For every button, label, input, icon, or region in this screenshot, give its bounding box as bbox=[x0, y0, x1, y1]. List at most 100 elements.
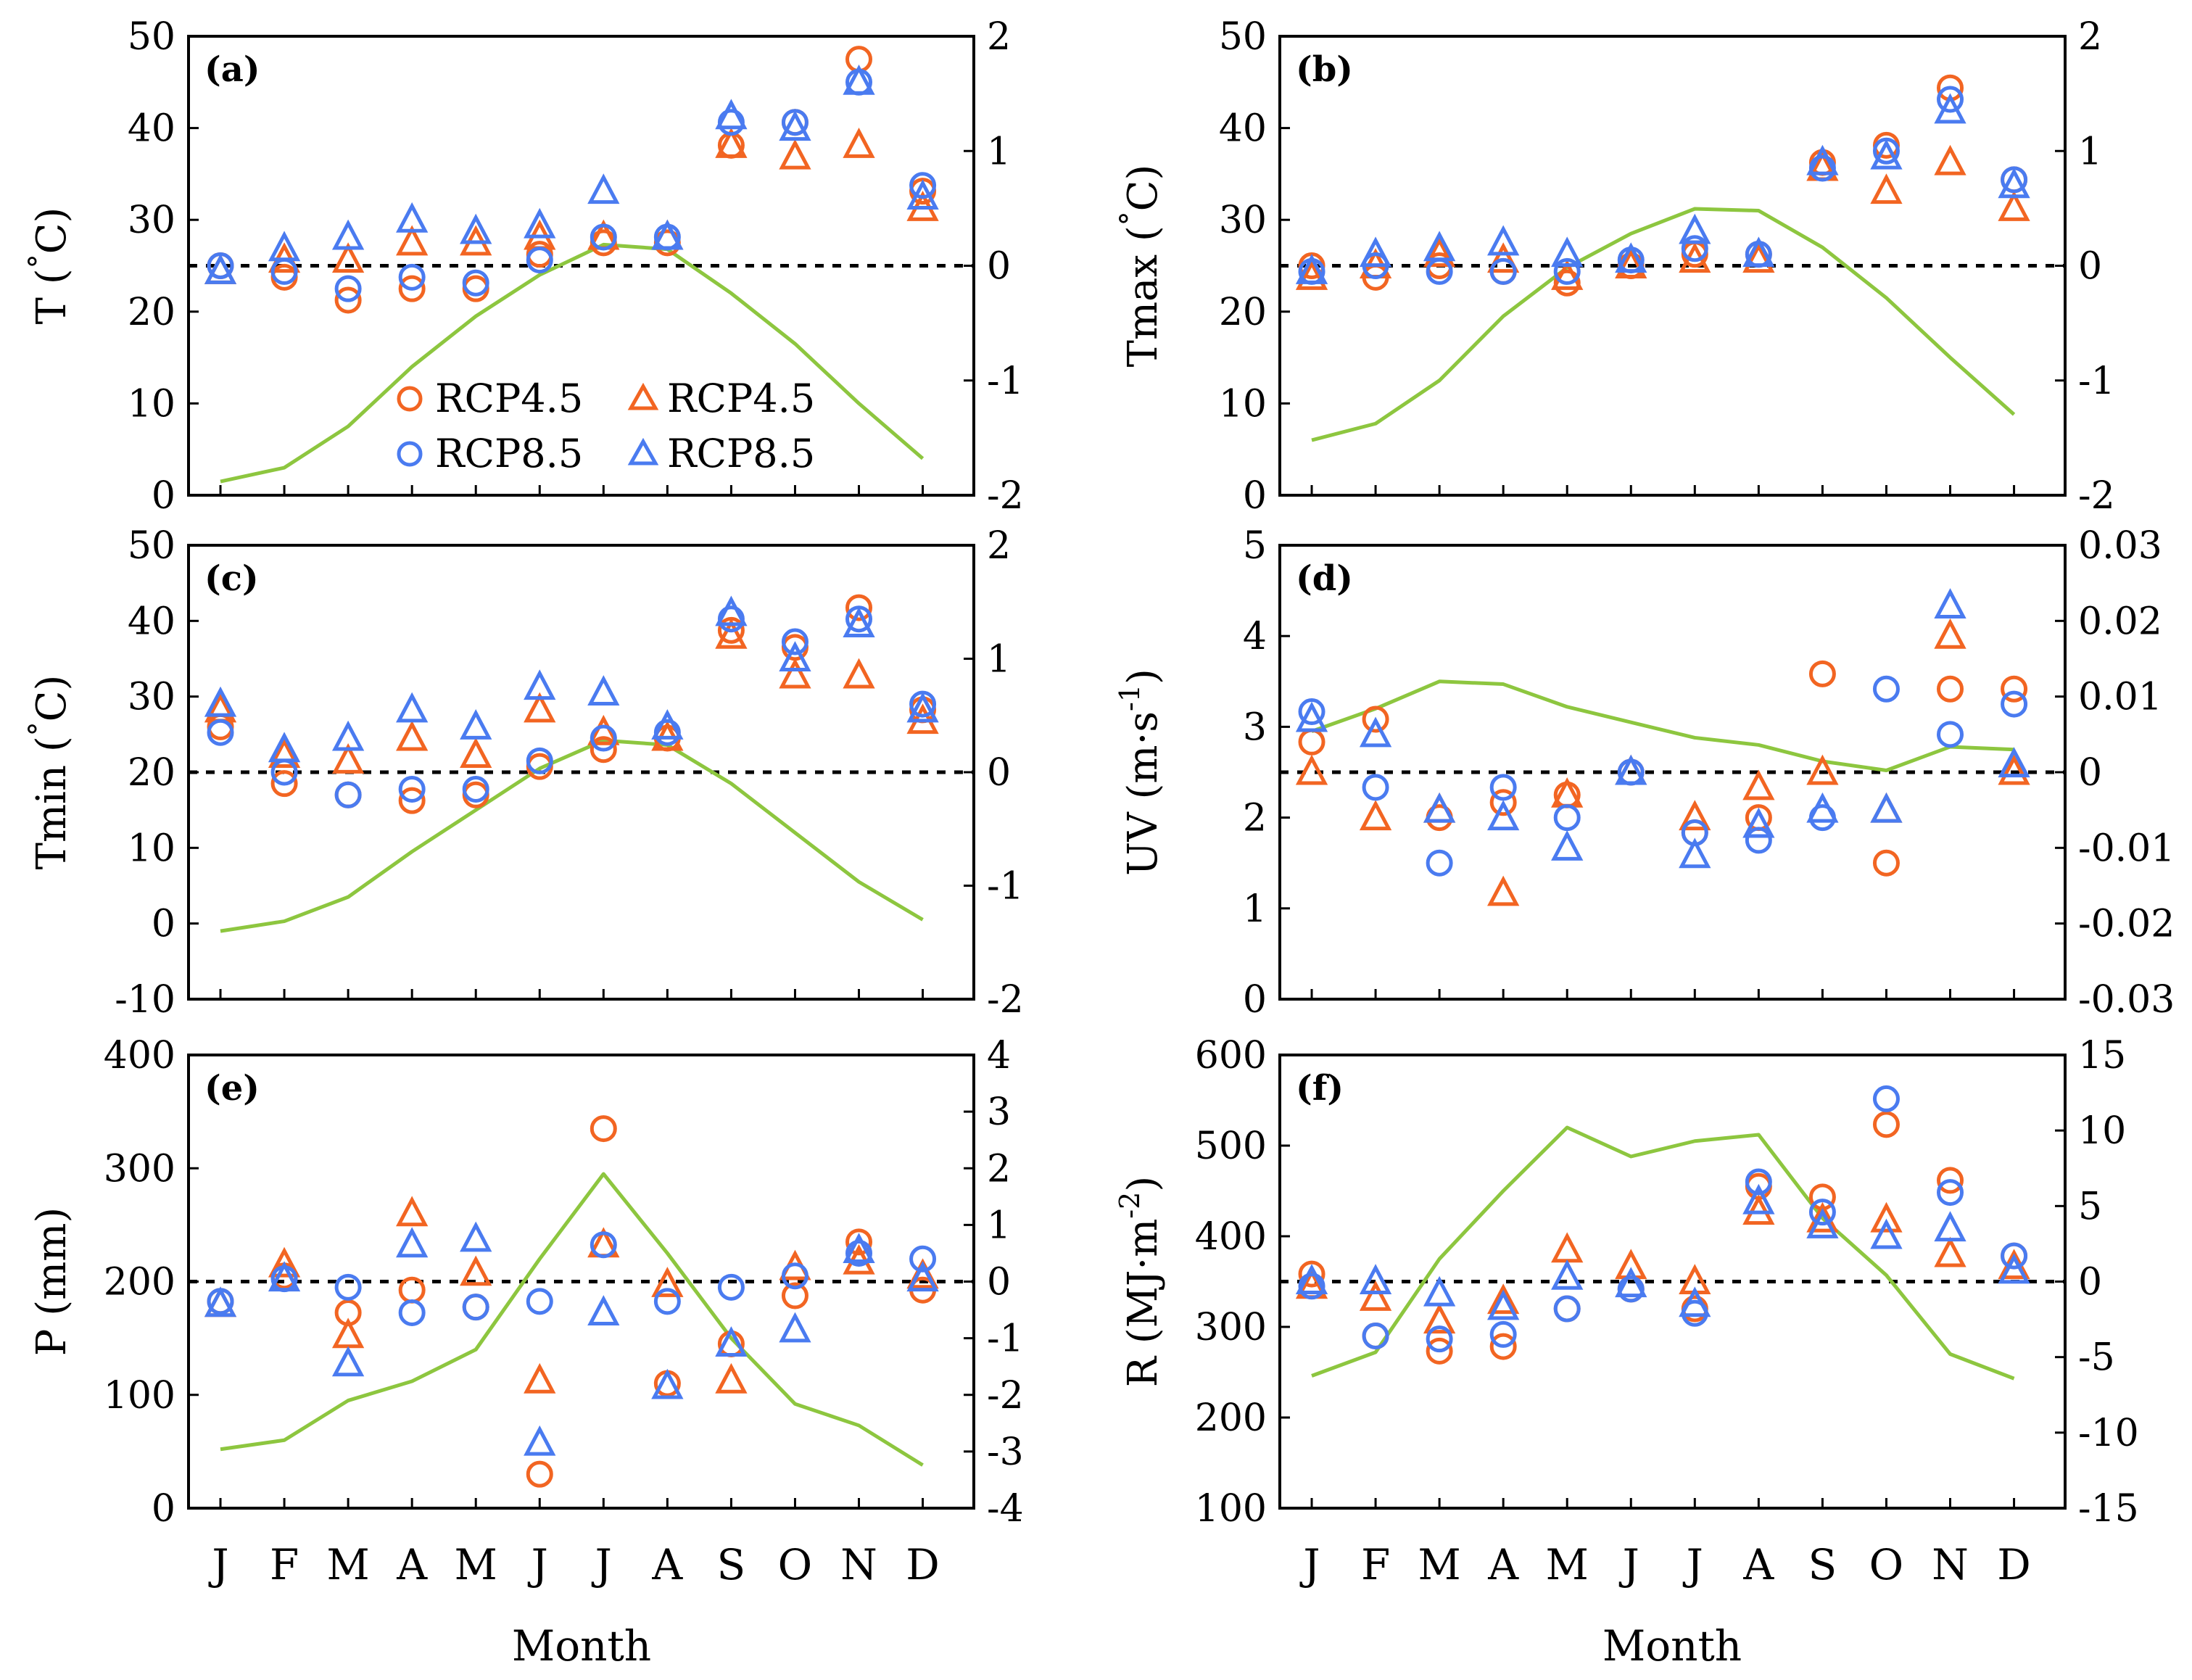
y-axis-title-rest: C) bbox=[1120, 165, 1167, 212]
rcp45-circle-marker bbox=[1362, 705, 1389, 733]
rcp85-circle-marker bbox=[590, 223, 617, 251]
panel-label: (d) bbox=[1296, 558, 1353, 599]
right-tick-label: 2 bbox=[987, 524, 1011, 568]
rcp45-triangle-marker bbox=[1295, 259, 1328, 290]
rcp85-circle-marker bbox=[1745, 1168, 1772, 1196]
y-axis-title-main: UV (m·s bbox=[1120, 711, 1167, 876]
rcp45-triangle-marker bbox=[779, 658, 811, 689]
rcp85-triangle-marker bbox=[1806, 144, 1839, 175]
rcp85-circle-marker bbox=[334, 275, 362, 302]
rcp85-circle-marker bbox=[1489, 774, 1517, 801]
legend-label-rcp45-circle: RCP4.5 bbox=[435, 376, 583, 421]
rcp85-triangle-marker bbox=[651, 1368, 684, 1399]
rcp45-triangle-marker bbox=[1359, 1280, 1392, 1311]
rcp85-triangle-marker bbox=[204, 1286, 237, 1317]
rcp45-triangle-marker bbox=[1934, 144, 1966, 175]
rcp85-circle-marker bbox=[717, 1273, 745, 1301]
rcp85-triangle-marker bbox=[1487, 1289, 1520, 1320]
left-tick-label: 30 bbox=[1219, 199, 1267, 242]
rcp45-circle-marker bbox=[1426, 1337, 1453, 1365]
rcp85-circle-marker bbox=[1426, 849, 1453, 877]
rcp45-triangle-marker bbox=[460, 1255, 492, 1286]
right-tick-label: 0.01 bbox=[2078, 676, 2162, 719]
right-tick-label: -3 bbox=[987, 1431, 1024, 1474]
left-tick-label: 300 bbox=[104, 1147, 175, 1191]
rcp85-circle-marker bbox=[1489, 1320, 1517, 1348]
rcp85-circle-marker bbox=[1362, 1323, 1389, 1349]
y-axis-title: R (MJ·m-2) bbox=[1114, 1176, 1167, 1387]
rcp85-triangle-marker bbox=[715, 1326, 748, 1357]
rcp45-triangle-marker bbox=[1870, 173, 1903, 204]
y-axis-title-superscript: -1 bbox=[1114, 684, 1146, 711]
rcp85-circle-marker bbox=[398, 263, 426, 291]
rcp85-triangle-marker bbox=[1487, 800, 1520, 831]
left-tick-label: 30 bbox=[128, 676, 175, 719]
month-label: J bbox=[1683, 1540, 1703, 1589]
right-tick-label: -2 bbox=[2078, 474, 2115, 518]
left-tick-label: 600 bbox=[1195, 1034, 1267, 1077]
panel-e: 0 100 200 300 400 -4 -3 -2 -1 0 1 2 3 4 (e) P (mm) bbox=[28, 1034, 1024, 1531]
right-tick-label: -0.03 bbox=[2078, 978, 2175, 1022]
left-tick-label: 40 bbox=[128, 107, 175, 151]
rcp85-triangle-marker bbox=[1551, 236, 1584, 268]
y-axis-title-main: T ( bbox=[28, 268, 75, 324]
left-tick-label: 400 bbox=[104, 1034, 175, 1077]
left-tick-label: 1 bbox=[1243, 887, 1267, 931]
left-tick-label: 100 bbox=[1195, 1487, 1267, 1531]
y-axis-title: Tmin (°C) bbox=[23, 675, 75, 870]
rcp85-circle-marker bbox=[1681, 235, 1708, 262]
month-label: D bbox=[906, 1540, 940, 1589]
month-label: S bbox=[717, 1540, 746, 1589]
month-label: F bbox=[1361, 1540, 1390, 1589]
y-axis-title-main: Tmin ( bbox=[28, 736, 75, 869]
rcp45-circle-marker bbox=[590, 736, 617, 764]
rcp45-triangle-marker bbox=[396, 225, 429, 256]
rcp85-circle-marker bbox=[1872, 675, 1900, 703]
right-tick-label: 15 bbox=[2078, 1034, 2126, 1077]
rcp85-triangle-marker bbox=[1742, 807, 1775, 838]
left-tick-label: 0 bbox=[1243, 978, 1267, 1022]
panel-d: 0 1 2 3 4 5 -0.03 -0.02 -0.01 0 0.01 0.02 0.03 (d) UV … bbox=[1114, 524, 2175, 1022]
rcp85-circle-marker bbox=[398, 775, 426, 803]
rcp85-triangle-marker bbox=[1870, 1218, 1903, 1249]
rcp85-triangle-marker bbox=[1615, 242, 1647, 273]
right-tick-label: -15 bbox=[2078, 1487, 2139, 1531]
baseline-series-line bbox=[220, 242, 925, 484]
rcp45-triangle-marker bbox=[268, 1246, 301, 1278]
right-tick-label: 0 bbox=[2078, 751, 2102, 795]
rcp85-triangle-marker bbox=[1870, 138, 1903, 170]
month-label: N bbox=[840, 1540, 877, 1589]
left-tick-label: -10 bbox=[115, 978, 175, 1022]
rcp85-circle-marker bbox=[1937, 1179, 1964, 1207]
rcp45-circle-marker bbox=[1489, 1333, 1517, 1360]
left-tick-label: 10 bbox=[128, 382, 175, 426]
rcp45-triangle-marker bbox=[1423, 1303, 1456, 1334]
rcp45-triangle-marker bbox=[843, 658, 875, 689]
rcp45-triangle-marker bbox=[268, 737, 301, 769]
right-tick-label: -10 bbox=[2078, 1412, 2139, 1455]
rcp85-triangle-marker bbox=[1870, 792, 1903, 823]
month-label: M bbox=[1418, 1540, 1460, 1589]
rcp45-triangle-marker bbox=[1679, 800, 1711, 831]
right-tick-label: 1 bbox=[2078, 130, 2102, 173]
rcp85-triangle-marker bbox=[1679, 837, 1711, 869]
rcp85-triangle-marker bbox=[1551, 829, 1584, 861]
month-label: J bbox=[208, 1540, 228, 1589]
y-axis-title-rest: C) bbox=[28, 675, 75, 722]
rcp85-triangle-marker bbox=[268, 231, 301, 262]
rcp45-triangle-marker bbox=[1806, 1201, 1839, 1233]
y-axis-title-degree: ° bbox=[23, 254, 57, 268]
right-tick-label: -1 bbox=[987, 865, 1024, 909]
rcp45-triangle-marker bbox=[1870, 1201, 1903, 1233]
right-tick-label: 0 bbox=[987, 245, 1011, 289]
rcp85-triangle-marker bbox=[1934, 588, 1966, 618]
rcp85-circle-marker bbox=[845, 1239, 873, 1267]
rcp45-triangle-marker bbox=[460, 737, 492, 769]
rcp45-circle-marker bbox=[398, 1276, 426, 1304]
left-tick-label: 40 bbox=[128, 600, 175, 643]
rcp45-triangle-marker bbox=[396, 1196, 429, 1227]
rcp45-circle-marker bbox=[1298, 728, 1325, 756]
rcp45-triangle-marker bbox=[715, 127, 748, 158]
rcp85-triangle-marker bbox=[460, 1221, 492, 1252]
rcp85-triangle-marker bbox=[331, 219, 365, 250]
